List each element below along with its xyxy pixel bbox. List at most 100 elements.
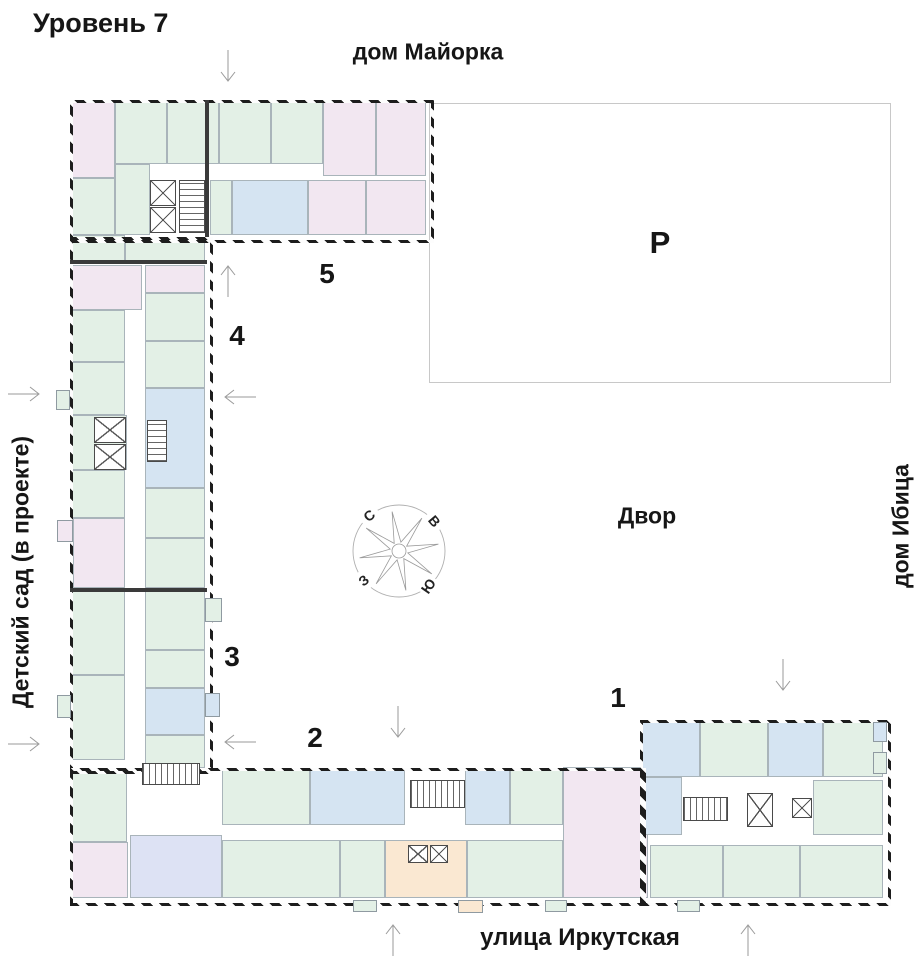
stairs-icon bbox=[147, 420, 167, 462]
direction-arrow-right-icon bbox=[7, 733, 41, 755]
elevator-icon bbox=[150, 207, 176, 233]
balcony bbox=[57, 520, 73, 542]
elevator-icon bbox=[94, 417, 126, 443]
elevator-icon bbox=[408, 845, 428, 863]
balcony bbox=[56, 390, 70, 410]
page-title: Уровень 7 bbox=[33, 8, 169, 38]
section-number-1: 1 bbox=[610, 682, 626, 713]
balcony bbox=[353, 900, 377, 912]
apartment-block bbox=[145, 650, 205, 688]
apartment-block bbox=[145, 341, 205, 388]
apartment-block bbox=[222, 770, 310, 825]
balcony bbox=[458, 900, 483, 913]
direction-arrow-left-icon bbox=[223, 731, 257, 753]
apartment-block bbox=[72, 310, 125, 362]
elevator-icon bbox=[150, 180, 176, 206]
balcony bbox=[873, 722, 887, 742]
balcony bbox=[205, 693, 220, 717]
balcony bbox=[873, 752, 887, 774]
apartment-block bbox=[130, 835, 222, 898]
section-divider-wall bbox=[70, 260, 207, 264]
stairs-icon bbox=[410, 780, 465, 808]
neighbor-label-right: дом Ибица bbox=[887, 464, 914, 588]
apartment-block bbox=[219, 102, 271, 164]
section-number-3: 3 bbox=[224, 641, 240, 672]
neighbor-label-left: Детский сад (в проекте) bbox=[7, 435, 34, 709]
apartment-block bbox=[72, 591, 125, 675]
elevator-icon bbox=[792, 798, 812, 818]
apartment-block bbox=[72, 102, 115, 178]
apartment-block bbox=[323, 102, 376, 176]
balcony bbox=[205, 598, 222, 622]
section-number-2: 2 bbox=[307, 722, 323, 753]
apartment-block bbox=[642, 722, 700, 777]
apartment-block bbox=[310, 770, 405, 825]
apartment-block bbox=[800, 845, 883, 898]
direction-arrow-up-icon bbox=[217, 264, 239, 298]
apartment-block bbox=[308, 180, 366, 235]
stairs-icon bbox=[142, 763, 200, 785]
apartment-block bbox=[72, 470, 125, 518]
elevator-icon bbox=[94, 444, 126, 470]
apartment-block bbox=[467, 840, 563, 898]
section-number-5: 5 bbox=[319, 258, 335, 289]
apartment-block bbox=[167, 102, 219, 164]
apartment-block bbox=[222, 840, 340, 898]
apartment-block bbox=[210, 180, 232, 235]
apartment-block bbox=[72, 265, 142, 310]
section-divider-wall bbox=[70, 588, 207, 592]
direction-arrow-left-icon bbox=[223, 386, 257, 408]
apartment-block bbox=[510, 770, 563, 825]
apartment-block bbox=[72, 178, 115, 235]
apartment-block bbox=[72, 235, 125, 262]
apartment-block bbox=[232, 180, 308, 235]
neighbor-label-top: дом Майорка bbox=[352, 38, 504, 65]
apartment-block bbox=[563, 767, 648, 898]
balcony bbox=[545, 900, 567, 912]
apartment-block bbox=[723, 845, 800, 898]
elevator-icon bbox=[430, 845, 448, 863]
apartment-block bbox=[73, 518, 125, 588]
apartment-block bbox=[145, 591, 205, 650]
apartment-block bbox=[72, 362, 125, 415]
stairs-icon bbox=[179, 180, 205, 233]
parking-area: Р bbox=[429, 103, 891, 383]
street-label-bottom: улица Иркутская bbox=[480, 924, 680, 951]
apartment-block bbox=[768, 722, 823, 777]
balcony bbox=[677, 900, 700, 912]
apartment-block bbox=[642, 777, 682, 835]
apartment-block bbox=[376, 102, 426, 176]
section-divider-wall bbox=[205, 100, 209, 237]
balcony bbox=[57, 695, 71, 718]
apartment-block bbox=[271, 102, 323, 164]
apartment-block bbox=[340, 840, 385, 898]
apartment-block bbox=[115, 102, 167, 164]
apartment-block bbox=[145, 688, 205, 735]
stairs-icon bbox=[683, 797, 728, 821]
apartment-block bbox=[145, 538, 205, 588]
apartment-block bbox=[700, 722, 768, 777]
apartment-block bbox=[125, 239, 205, 262]
courtyard-label: Двор bbox=[617, 502, 677, 529]
apartment-block bbox=[115, 164, 150, 235]
section-number-4: 4 bbox=[229, 320, 245, 351]
direction-arrow-down-icon bbox=[387, 705, 409, 739]
apartment-block bbox=[650, 845, 723, 898]
apartment-block bbox=[145, 293, 205, 341]
apartment-block bbox=[72, 675, 125, 760]
apartment-block bbox=[72, 842, 128, 898]
parking-label: Р bbox=[649, 225, 671, 260]
apartment-block bbox=[813, 780, 883, 835]
elevator-icon bbox=[747, 793, 773, 827]
apartment-block bbox=[465, 770, 510, 825]
apartment-block bbox=[145, 265, 205, 293]
direction-arrow-up-icon bbox=[737, 923, 759, 957]
apartment-block bbox=[145, 488, 205, 538]
direction-arrow-up-icon bbox=[382, 923, 404, 957]
apartment-block bbox=[72, 770, 127, 842]
compass-rose-icon: С В Ю З bbox=[352, 504, 446, 598]
direction-arrow-right-icon bbox=[7, 383, 41, 405]
direction-arrow-down-icon bbox=[772, 658, 794, 692]
direction-arrow-down-icon bbox=[217, 49, 239, 83]
